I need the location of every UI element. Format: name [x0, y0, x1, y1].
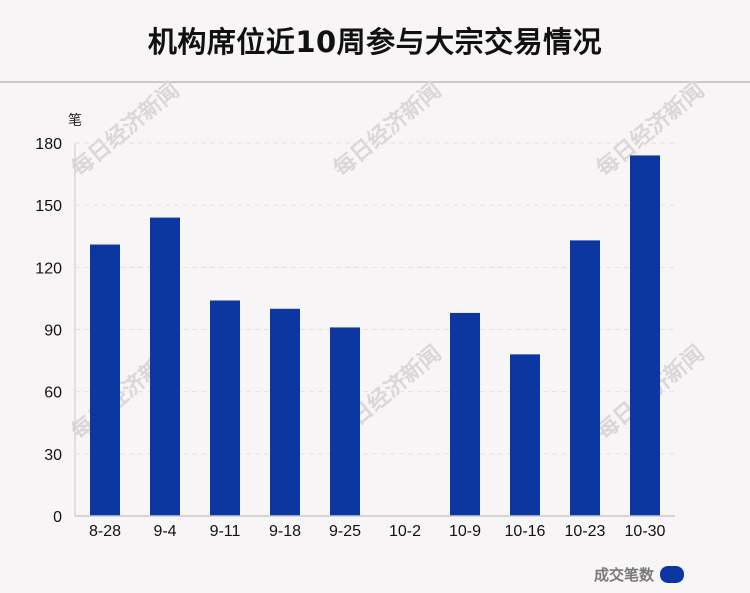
bars — [90, 155, 660, 517]
watermark-text: 每日经济新闻 — [67, 77, 185, 182]
x-tick-label: 9-25 — [329, 523, 361, 540]
bar-10-30 — [630, 155, 660, 516]
x-tick-label: 10-23 — [565, 523, 606, 540]
bar-9-11 — [210, 300, 240, 516]
x-tick-label: 9-11 — [210, 523, 241, 540]
x-tick-label: 10-16 — [505, 523, 546, 540]
legend-label: 成交笔数 — [593, 566, 654, 584]
y-tick-label: 30 — [44, 447, 62, 464]
chart-title: 机构席位近10周参与大宗交易情况 — [147, 25, 603, 59]
x-tick-label: 9-4 — [153, 523, 176, 540]
y-axis-label: 笔 — [68, 113, 82, 129]
y-tick-label: 120 — [35, 260, 62, 277]
y-tick-label: 90 — [44, 323, 62, 340]
title-divider — [0, 81, 750, 83]
x-tick-label: 10-2 — [389, 523, 421, 540]
x-tick-label: 10-30 — [625, 523, 666, 540]
x-tick-label: 10-9 — [449, 523, 481, 540]
bar-8-28 — [90, 244, 120, 517]
y-tick-label: 150 — [35, 198, 62, 215]
axes — [74, 143, 675, 517]
y-tick-label: 180 — [35, 136, 62, 153]
watermark-text: 每日经济新闻 — [329, 77, 447, 182]
y-tick-labels: 0 30 60 90 120 150 180 — [35, 136, 62, 526]
x-tick-label: 8-28 — [89, 523, 121, 540]
bar-9-18 — [270, 308, 300, 516]
y-tick-label: 60 — [44, 385, 62, 402]
bar-9-25 — [330, 327, 360, 516]
bar-10-16 — [510, 354, 540, 516]
legend: 成交笔数 — [594, 564, 684, 585]
bar-10-23 — [570, 240, 600, 516]
x-tick-labels: 8-28 9-4 9-11 9-18 9-25 10-2 10-9 10-16 10-23 10-… — [89, 523, 666, 540]
x-tick-label: 9-18 — [269, 523, 301, 540]
legend-swatch — [660, 566, 684, 583]
bar-9-4 — [150, 217, 180, 516]
y-tick-label: 0 — [53, 509, 62, 526]
bar-10-9 — [450, 312, 480, 516]
